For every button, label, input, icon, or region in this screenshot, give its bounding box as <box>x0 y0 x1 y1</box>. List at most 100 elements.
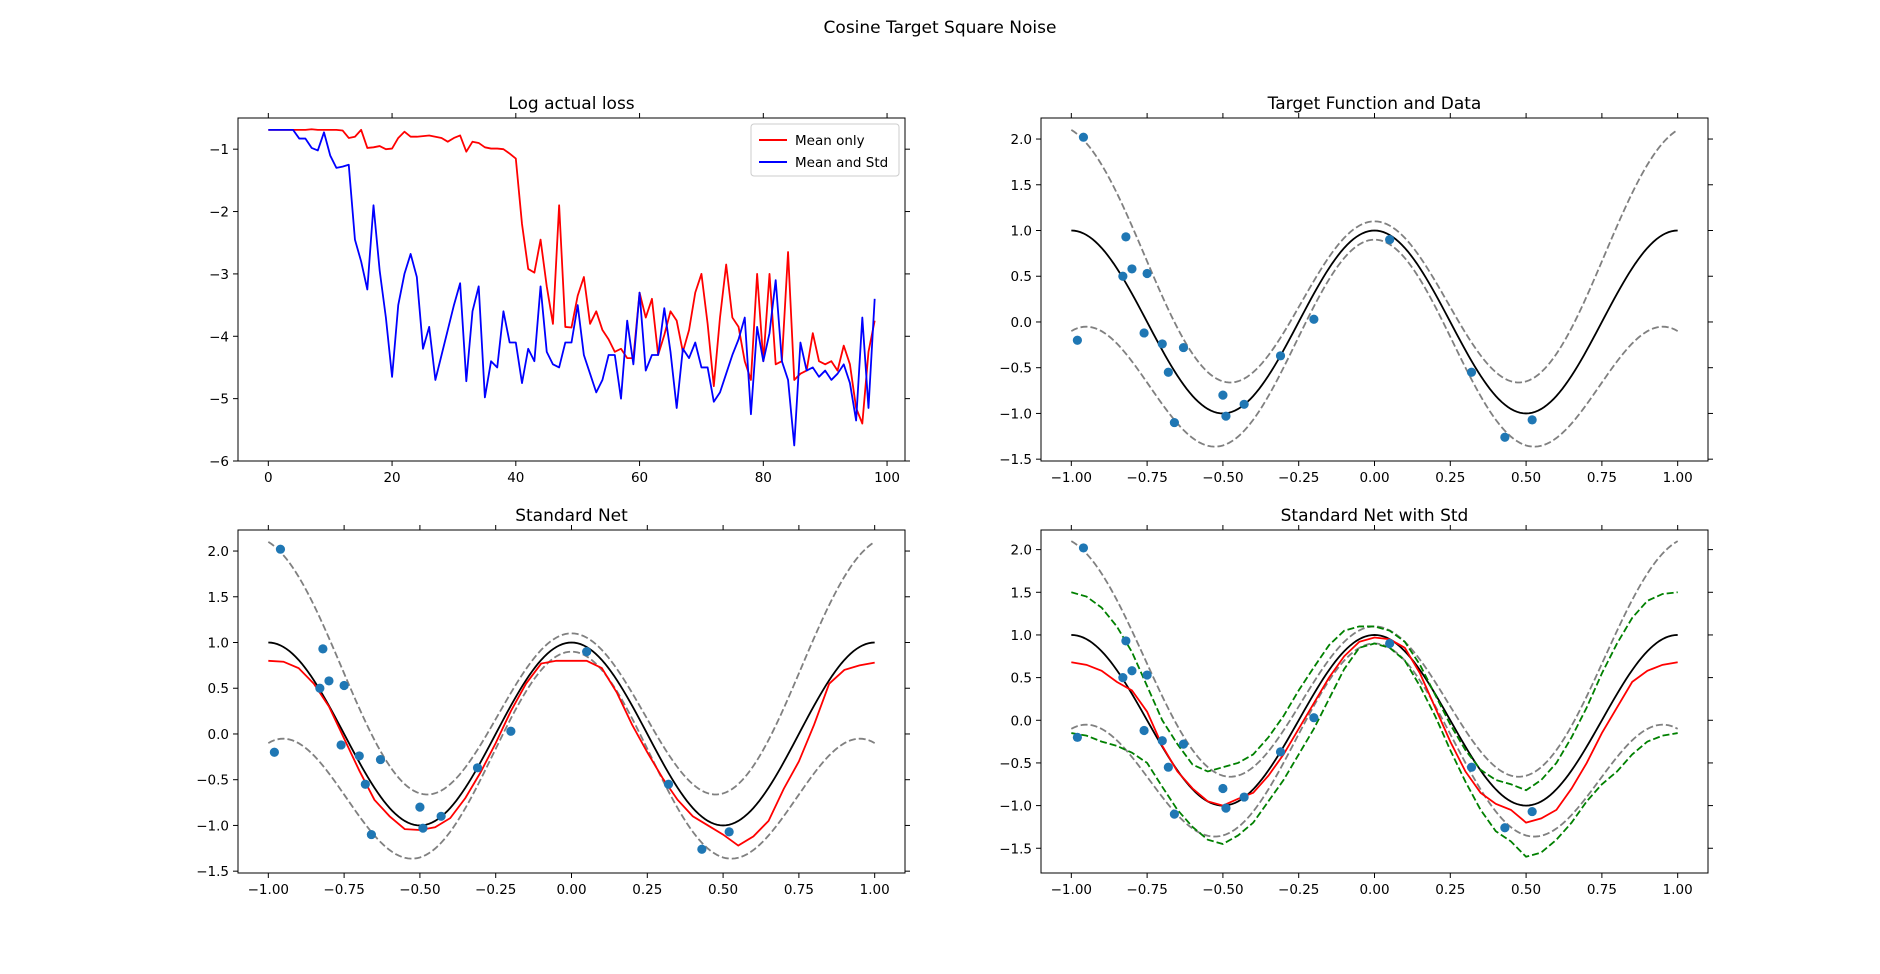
standard_std-ytick-label: 2.0 <box>1011 543 1032 559</box>
standard-ytick-label: −1.0 <box>196 818 229 834</box>
standard_std-xtick-label: 0.25 <box>1435 882 1465 898</box>
legend-label-mean-only: Mean only <box>795 133 865 149</box>
target-data-point <box>1118 271 1128 281</box>
std-prediction-curve <box>1071 636 1678 824</box>
loss-xtick-label: 60 <box>631 470 648 486</box>
standard-data-point <box>415 802 425 812</box>
standard_std-data-point <box>1527 806 1537 817</box>
standard_std-ytick-label: 1.0 <box>1011 628 1032 644</box>
standard_std-data-point <box>1157 736 1167 746</box>
standard_std-data-point <box>1118 673 1128 683</box>
standard-data-point <box>375 754 386 765</box>
target-data-point <box>1178 342 1189 353</box>
standard_std-xtick-label: 0.00 <box>1359 882 1389 898</box>
standard_std-xtick-label: −0.25 <box>1278 882 1319 898</box>
loss-ytick-label: −1 <box>209 142 229 158</box>
loss-series-mean-only <box>268 128 876 425</box>
standard-data-point <box>336 740 346 750</box>
standard_std-plot-area <box>1070 540 1679 858</box>
standard_std-spines <box>1040 529 1709 874</box>
target-xtick-label: 0.25 <box>1435 470 1465 486</box>
loss-xtick-label: 100 <box>874 470 900 486</box>
target-xtick-label: 0.00 <box>1359 470 1389 486</box>
loss-xtick-label: 0 <box>264 470 273 486</box>
standard_std-xtick-label: 0.75 <box>1587 882 1617 898</box>
target-data-point <box>1527 415 1537 425</box>
standard-lower-noise-band <box>267 650 876 860</box>
target-ytick-label: −1.0 <box>999 406 1032 422</box>
standard_std-data-point <box>1500 823 1510 833</box>
standard-data-point <box>275 544 286 554</box>
target-xtick-label: −0.25 <box>1278 470 1319 486</box>
target-upper-noise-band <box>1070 129 1679 384</box>
standard-upper-noise-band <box>267 541 876 796</box>
target-data-point <box>1218 390 1228 400</box>
target-xtick-label: 0.75 <box>1587 470 1617 486</box>
loss-ytick-label: −2 <box>209 205 229 221</box>
loss-series-mean-and-std <box>268 128 876 447</box>
standard-data-point <box>472 763 483 773</box>
standard_std-data-point <box>1385 638 1395 649</box>
target-data-point <box>1275 351 1286 361</box>
standard_std-data-point <box>1163 762 1173 772</box>
standard-data-point <box>315 683 325 693</box>
target-plot-area <box>1070 129 1679 448</box>
standard_std-data-point <box>1178 739 1189 749</box>
target-title: Target Function and Data <box>1267 94 1482 114</box>
loss-ytick-label: −5 <box>209 392 229 408</box>
standard-prediction-curve <box>268 659 875 847</box>
standard_std-data-point <box>1218 783 1228 794</box>
standard_std-ytick-label: −1.5 <box>999 841 1032 857</box>
standard-data-point <box>366 829 376 840</box>
standard-ytick-label: −1.5 <box>196 864 229 880</box>
target-xtick-label: −0.50 <box>1202 470 1243 486</box>
standard-data-point <box>360 779 370 789</box>
standard-plot-area <box>267 541 876 860</box>
target-ytick-label: 0.5 <box>1011 269 1032 285</box>
loss-xtick-label: 40 <box>507 470 524 486</box>
target-data-point <box>1142 268 1152 279</box>
standard-ytick-label: 2.0 <box>208 544 229 560</box>
axes-standard: Standard Net −1.00 −0.75 −0.50 −0.25 0.00 0.25… <box>196 506 910 898</box>
loss-xtick-label: 20 <box>383 470 400 486</box>
std-upper-predicted-band <box>1071 591 1678 792</box>
standard-data-point <box>269 747 279 757</box>
loss-ytick-label: −3 <box>209 267 229 283</box>
standard_std-upper-noise-band <box>1070 540 1679 778</box>
target-data-point <box>1163 367 1173 377</box>
target-data-point <box>1127 264 1137 274</box>
standard-title: Standard Net <box>515 506 628 526</box>
standard-ytick-label: 1.0 <box>208 636 229 652</box>
figure-title: Cosine Target Square Noise <box>824 18 1057 38</box>
standard_std-data-point <box>1139 725 1149 736</box>
standard-ytick-label: 1.5 <box>208 590 229 606</box>
standard-data-point <box>697 844 707 854</box>
standard_std-data-point <box>1121 636 1131 646</box>
target-ytick-label: −1.5 <box>999 452 1032 468</box>
standard-data-point <box>582 647 592 657</box>
target-data-point <box>1121 232 1131 242</box>
standard-xtick-label: 0.75 <box>784 882 814 898</box>
target-data-point <box>1139 328 1149 338</box>
target-data-point <box>1239 399 1249 409</box>
target-xtick-label: 0.50 <box>1511 470 1541 486</box>
axes-target: Target Function and Data −1.00 −0.75 −0.50 −… <box>999 94 1713 486</box>
standard-ytick-label: 0.0 <box>208 727 229 743</box>
standard_std-data-point <box>1221 803 1231 813</box>
standard_std-ytick-label: 0.0 <box>1011 713 1032 729</box>
target-ytick-label: 1.0 <box>1011 224 1032 240</box>
standard-data-point <box>318 644 328 654</box>
legend-label-mean-and-std: Mean and Std <box>795 155 888 171</box>
target-xtick-label: 1.00 <box>1663 470 1693 486</box>
target-data-point <box>1072 335 1082 345</box>
target-ytick-label: 1.5 <box>1011 178 1032 194</box>
standard-xtick-label: −0.25 <box>475 882 516 898</box>
standard_std-data-point <box>1142 670 1152 680</box>
loss-plot-area <box>268 128 876 447</box>
target-xtick-label: −0.75 <box>1126 470 1167 486</box>
target-ytick-label: 2.0 <box>1011 132 1032 148</box>
standard-ytick-label: 0.5 <box>208 681 229 697</box>
standard-xtick-label: 1.00 <box>860 882 890 898</box>
target-ytick-label: −0.5 <box>999 361 1032 377</box>
standard-xtick-label: 0.00 <box>556 882 586 898</box>
